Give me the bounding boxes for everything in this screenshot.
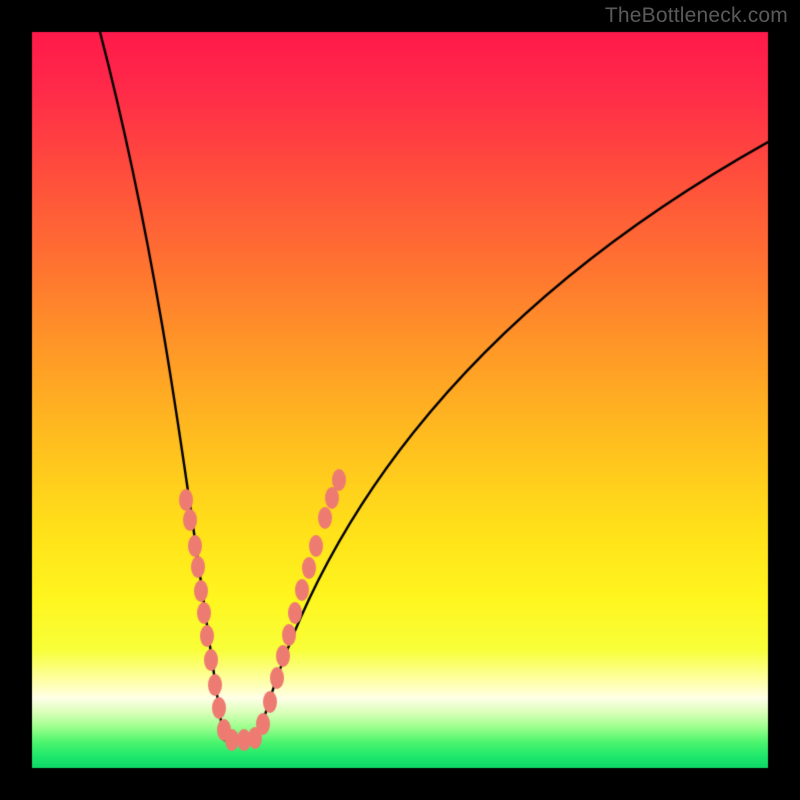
gradient-valley-chart (0, 0, 800, 800)
watermark-text: TheBottleneck.com (605, 4, 788, 28)
chart-container: TheBottleneck.com (0, 0, 800, 800)
